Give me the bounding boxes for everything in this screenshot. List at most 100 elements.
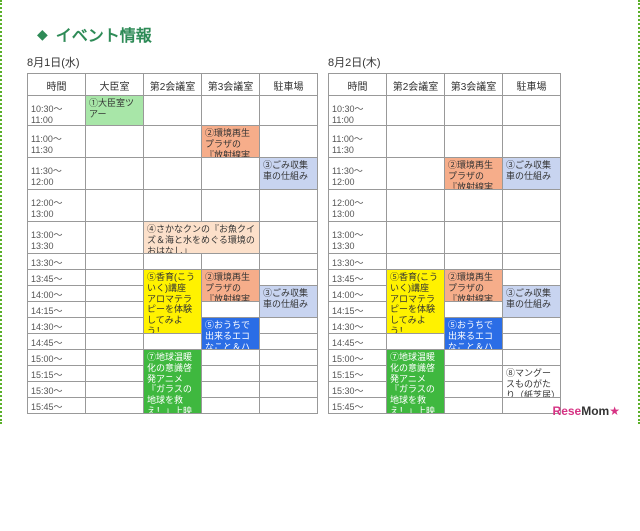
empty-cell <box>259 349 317 365</box>
time-cell: 15:15～15:30 <box>27 365 85 381</box>
empty-cell <box>502 125 560 157</box>
empty-cell <box>444 365 502 381</box>
time-cell: 14:15～14:30 <box>328 301 386 317</box>
empty-cell <box>85 285 143 301</box>
empty-cell <box>85 253 143 269</box>
col-header: 時間 <box>27 73 85 95</box>
time-cell: 14:45～15:00 <box>27 333 85 349</box>
empty-cell <box>143 189 201 221</box>
time-cell: 11:00～11:30 <box>27 125 85 157</box>
empty-cell <box>386 95 444 125</box>
time-cell: 10:30～11:00 <box>27 95 85 125</box>
empty-cell <box>85 381 143 397</box>
event-env-lab-pm: ②環境再生プラザの『放射線実験ラボ』 <box>444 269 502 301</box>
schedules-container: 8月1日(水) 時間大臣室第2会議室第3会議室駐車場10:30～11:0011:… <box>27 54 623 414</box>
col-header: 駐車場 <box>502 73 560 95</box>
event-garbage-truck-am: ③ごみ収集車の仕組み <box>259 157 317 189</box>
empty-cell <box>386 333 444 349</box>
empty-cell <box>502 269 560 285</box>
time-cell: 14:45～15:00 <box>328 333 386 349</box>
time-cell: 10:30～11:00 <box>328 95 386 125</box>
time-cell: 11:00～11:30 <box>328 125 386 157</box>
time-cell: 13:00～13:30 <box>328 221 386 253</box>
event-aroma: ⑤香育(こういく)講座 アロマテラピーを体験してみよう！ <box>143 269 201 333</box>
event-global-warming: ⑦地球温暖化の意識啓発アニメ『ガラスの地球を救え！』上映会 <box>143 349 201 413</box>
time-cell: 13:45～14:00 <box>328 269 386 285</box>
empty-cell <box>85 157 143 189</box>
logo-star-icon: ★ <box>609 404 620 418</box>
col-header: 大臣室 <box>85 73 143 95</box>
col-header: 時間 <box>328 73 386 95</box>
event-env-lab-pm: ②環境再生プラザの『放射線実験ラボ』 <box>201 269 259 301</box>
empty-cell <box>386 221 444 253</box>
event-garbage-truck-am: ③ごみ収集車の仕組み <box>502 157 560 189</box>
day2-grid: 時間第2会議室第3会議室駐車場10:30～11:0011:00～11:3011:… <box>328 73 561 414</box>
time-cell: 14:15～14:30 <box>27 301 85 317</box>
empty-cell <box>85 221 143 253</box>
empty-cell <box>444 221 502 253</box>
section-header: ◆ イベント情報 <box>37 22 623 46</box>
event-sakana-kun: ④さかなクンの『お魚クイズ＆海と水をめぐる環境のおはなし』 <box>143 221 259 253</box>
empty-cell <box>259 317 317 333</box>
event-mongoose: ⑧マングースものがたり（紙芝居） <box>502 365 560 397</box>
time-cell: 12:00～13:00 <box>328 189 386 221</box>
time-cell: 12:00～13:00 <box>27 189 85 221</box>
empty-cell <box>259 221 317 253</box>
empty-cell <box>201 189 259 221</box>
empty-cell <box>444 381 502 397</box>
logo-rese: Rese <box>553 404 582 418</box>
event-env-lab-am: ②環境再生プラザの『放射線実験ラボ』 <box>201 125 259 157</box>
diamond-icon: ◆ <box>37 26 48 43</box>
time-cell: 14:30～14:45 <box>328 317 386 333</box>
empty-cell <box>502 349 560 365</box>
empty-cell <box>143 95 201 125</box>
empty-cell <box>85 269 143 285</box>
event-eco-bottle: ⑤おうちで出来るエコなこと＆ハンドソープのマイボトル作り <box>444 317 502 349</box>
empty-cell <box>444 301 502 317</box>
day2-label: 8月2日(木) <box>328 54 561 70</box>
empty-cell <box>444 397 502 413</box>
empty-cell <box>201 95 259 125</box>
empty-cell <box>444 253 502 269</box>
empty-cell <box>502 253 560 269</box>
empty-cell <box>259 381 317 397</box>
event-garbage-truck-pm: ③ごみ収集車の仕組み <box>259 285 317 317</box>
empty-cell <box>259 397 317 413</box>
empty-cell <box>201 253 259 269</box>
empty-cell <box>502 189 560 221</box>
day2-block: 8月2日(木) 時間第2会議室第3会議室駐車場10:30～11:0011:00～… <box>328 54 561 414</box>
time-cell: 14:00～14:15 <box>328 285 386 301</box>
empty-cell <box>444 95 502 125</box>
time-cell: 15:00～15:15 <box>27 349 85 365</box>
col-header: 第3会議室 <box>201 73 259 95</box>
time-cell: 14:00～14:15 <box>27 285 85 301</box>
empty-cell <box>502 397 560 413</box>
empty-cell <box>201 157 259 189</box>
empty-cell <box>85 397 143 413</box>
empty-cell <box>85 125 143 157</box>
empty-cell <box>143 125 201 157</box>
time-cell: 13:00～13:30 <box>27 221 85 253</box>
event-garbage-truck-pm: ③ごみ収集車の仕組み <box>502 285 560 317</box>
empty-cell <box>259 333 317 349</box>
time-cell: 15:45～16:00 <box>27 397 85 413</box>
empty-cell <box>85 317 143 333</box>
empty-cell <box>386 125 444 157</box>
time-cell: 11:30～12:00 <box>328 157 386 189</box>
empty-cell <box>444 189 502 221</box>
time-cell: 13:30～13:45 <box>27 253 85 269</box>
empty-cell <box>386 157 444 189</box>
time-cell: 11:30～12:00 <box>27 157 85 189</box>
empty-cell <box>85 301 143 317</box>
col-header: 第3会議室 <box>444 73 502 95</box>
empty-cell <box>201 365 259 381</box>
empty-cell <box>259 125 317 157</box>
empty-cell <box>85 189 143 221</box>
time-cell: 13:45～14:00 <box>27 269 85 285</box>
empty-cell <box>444 125 502 157</box>
day1-label: 8月1日(水) <box>27 54 318 70</box>
time-cell: 14:30～14:45 <box>27 317 85 333</box>
day1-block: 8月1日(水) 時間大臣室第2会議室第3会議室駐車場10:30～11:0011:… <box>27 54 318 414</box>
logo-mom: Mom <box>581 404 609 418</box>
empty-cell <box>85 333 143 349</box>
